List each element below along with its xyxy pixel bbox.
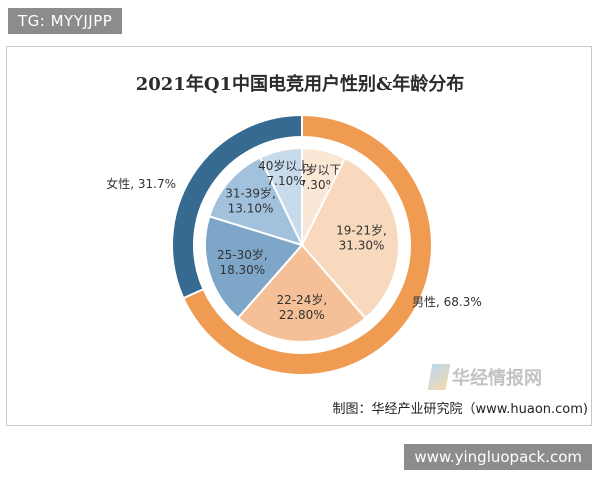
logo-icon xyxy=(427,364,451,390)
site-logo: 华经情报网 xyxy=(427,362,542,392)
inner-slice-label-line2: 7.30% xyxy=(299,178,337,192)
watermark-badge: www.yingluopack.com xyxy=(404,444,592,470)
inner-pie-slice-40-plus xyxy=(258,146,303,246)
outer-ring-label-male: 男性, 68.3% xyxy=(412,295,482,309)
inner-slice-label-19-21: 19-21岁, 31.30% xyxy=(336,222,387,252)
inner-slice-label-25-30: 25-30岁, 18.30% xyxy=(217,247,268,277)
outer-ring-label-female: 女性, 31.7% xyxy=(106,176,176,191)
inner-slice-label-line1: 22-24岁, xyxy=(276,292,327,307)
inner-pie-slice-19-21 xyxy=(300,156,400,320)
inner-slice-label-line1: 31-39岁, xyxy=(225,186,276,201)
inner-slice-label-line2: 31.30% xyxy=(339,238,385,252)
inner-slice-label-line1: 18岁以下, xyxy=(290,162,345,177)
logo-text: 华经情报网 xyxy=(452,368,542,389)
inner-slice-label-line2: 18.30% xyxy=(219,263,265,277)
chart-title: 2021年Q1中国电竞用户性别&年龄分布 xyxy=(135,74,465,95)
inner-slice-label-31-39: 31-39岁, 13.10% xyxy=(225,186,276,216)
inner-slice-label-40-plus: 40岁以上, 7.10% xyxy=(258,158,313,188)
inner-slice-label-line2: 22.80% xyxy=(279,308,325,322)
inner-slice-label-22-24: 22-24岁, 22.80% xyxy=(276,292,327,322)
inner-slice-label-line1: 25-30岁, xyxy=(217,247,268,262)
inner-slice-label-under-18: 18岁以下, 7.30% xyxy=(290,162,345,192)
outer-ring-slice-female xyxy=(171,113,303,300)
outer-ring-slice-male xyxy=(182,113,433,376)
inner-pie-slice-25-30 xyxy=(204,215,304,320)
tg-badge: TG: MYYJJPP xyxy=(8,8,123,34)
inner-slice-label-line2: 7.10% xyxy=(267,174,305,188)
inner-pie-slice-31-39 xyxy=(208,156,304,247)
inner-slice-label-line2: 13.10% xyxy=(228,202,274,216)
inner-slice-label-line1: 40岁以上, xyxy=(258,158,313,173)
inner-slice-label-line1: 19-21岁, xyxy=(336,222,387,237)
source-text: 制图：华经产业研究院（www.huaon.com) xyxy=(332,402,588,417)
inner-pie-slice-22-24 xyxy=(236,243,367,343)
